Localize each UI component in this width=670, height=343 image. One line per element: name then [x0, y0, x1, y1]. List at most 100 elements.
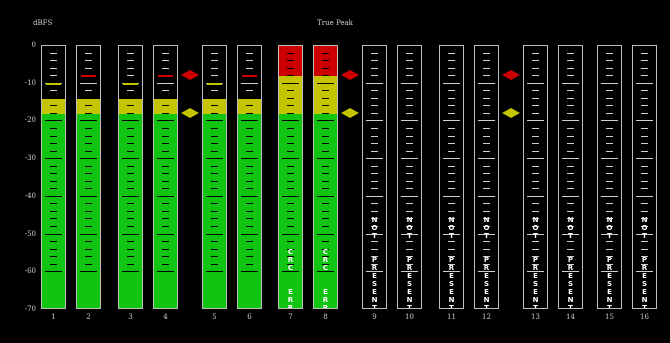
scale-tick-mark	[483, 52, 490, 54]
scale-tick-mark	[322, 188, 329, 190]
scale-tick-mark	[50, 241, 57, 243]
scale-tick-mark	[85, 188, 92, 190]
scale-tick-mark	[162, 180, 169, 182]
peak-hold-indicator	[207, 82, 222, 85]
scale-tick-mark	[532, 173, 539, 175]
scale-tick-mark	[246, 241, 253, 243]
scale-tick-mark	[50, 105, 57, 107]
scale-tick-mark	[211, 256, 218, 258]
scale-tick-mark	[287, 203, 294, 205]
scale-tick-mark	[322, 256, 329, 258]
scale-tick-mark	[406, 52, 413, 54]
level-fill-yellow	[77, 98, 100, 114]
level-fill-red	[314, 46, 337, 77]
scale-tick-mark	[532, 143, 539, 145]
scale-tick-mark	[127, 203, 134, 205]
scale-tick-mark	[287, 52, 294, 54]
scale-tick-mark	[483, 203, 490, 205]
scale-tick-mark	[127, 143, 134, 145]
scale-tick-mark	[448, 180, 455, 182]
scale-tick-mark	[246, 90, 253, 92]
scale-tick-mark	[567, 150, 574, 152]
scale-tick-mark	[606, 135, 613, 137]
scale-tick-mark	[211, 112, 218, 114]
scale-tick-mark	[287, 256, 294, 258]
scale-tick-mark	[246, 52, 253, 54]
level-fill-yellow	[154, 98, 177, 114]
scale-tick-mark	[606, 203, 613, 205]
scale-tick-mark	[45, 158, 62, 160]
scale-tick-mark	[371, 112, 378, 114]
scale-tick-mark	[601, 271, 618, 273]
scale-tick-mark	[371, 263, 378, 265]
scale-tick-mark	[478, 158, 495, 160]
scale-tick-mark	[85, 256, 92, 258]
scale-tick-mark	[127, 90, 134, 92]
scale-tick-mark	[406, 203, 413, 205]
scale-tick-mark	[322, 150, 329, 152]
scale-tick-mark	[406, 248, 413, 250]
scale-tick-mark	[211, 248, 218, 250]
scale-tick-mark	[483, 165, 490, 167]
scale-tick-mark	[85, 226, 92, 228]
scale-tick-mark	[527, 271, 544, 273]
scale-tick-mark	[157, 195, 174, 197]
peak-hold-indicator	[81, 75, 96, 78]
scale-tick-mark	[246, 256, 253, 258]
scale-tick-mark	[641, 218, 648, 220]
scale-tick-mark	[443, 233, 460, 235]
scale-tick-mark	[641, 210, 648, 212]
scale-tick-mark	[162, 256, 169, 258]
scale-tick-mark	[287, 135, 294, 137]
scale-tick-mark	[85, 105, 92, 107]
scale-tick-mark	[206, 158, 223, 160]
scale-tick-mark	[406, 263, 413, 265]
scale-unit-label: dBFS	[33, 19, 53, 27]
scale-tick-mark	[287, 75, 294, 77]
scale-tick-mark	[127, 226, 134, 228]
scale-tick-mark	[287, 188, 294, 190]
scale-tick-mark	[322, 67, 329, 69]
scale-tick-mark	[406, 173, 413, 175]
scale-tick-mark	[162, 67, 169, 69]
scale-tick-mark	[322, 203, 329, 205]
scale-tick-mark	[371, 90, 378, 92]
scale-tick-mark	[406, 218, 413, 220]
scale-tick-mark	[532, 90, 539, 92]
scale-tick-mark	[246, 112, 253, 114]
scale-tick-mark	[45, 195, 62, 197]
scale-tick-mark	[211, 143, 218, 145]
scale-tick-mark	[157, 120, 174, 122]
peak-hold-indicator	[123, 82, 138, 85]
scale-tick-mark	[606, 150, 613, 152]
scale-tick-mark	[371, 173, 378, 175]
channel-meter-bar	[118, 45, 143, 309]
scale-tick-mark	[483, 97, 490, 99]
scale-tick-mark	[448, 150, 455, 152]
scale-tick-mark	[317, 82, 334, 84]
scale-tick-mark	[50, 60, 57, 62]
scale-tick-mark	[246, 150, 253, 152]
scale-tick-mark	[562, 195, 579, 197]
scale-tick-mark	[322, 97, 329, 99]
scale-tick-mark	[478, 195, 495, 197]
scale-tick-mark	[50, 210, 57, 212]
scale-tick-mark	[246, 218, 253, 220]
scale-tick-mark	[483, 127, 490, 129]
scale-tick-mark	[606, 52, 613, 54]
scale-tick-mark	[85, 150, 92, 152]
scale-tick-mark	[122, 233, 139, 235]
scale-tick-mark	[162, 263, 169, 265]
scale-tick-mark	[636, 233, 653, 235]
scale-tick-mark	[448, 248, 455, 250]
scale-tick-mark	[478, 271, 495, 273]
scale-tick-mark	[246, 210, 253, 212]
scale-tick-mark	[211, 165, 218, 167]
scale-tick-mark	[371, 60, 378, 62]
